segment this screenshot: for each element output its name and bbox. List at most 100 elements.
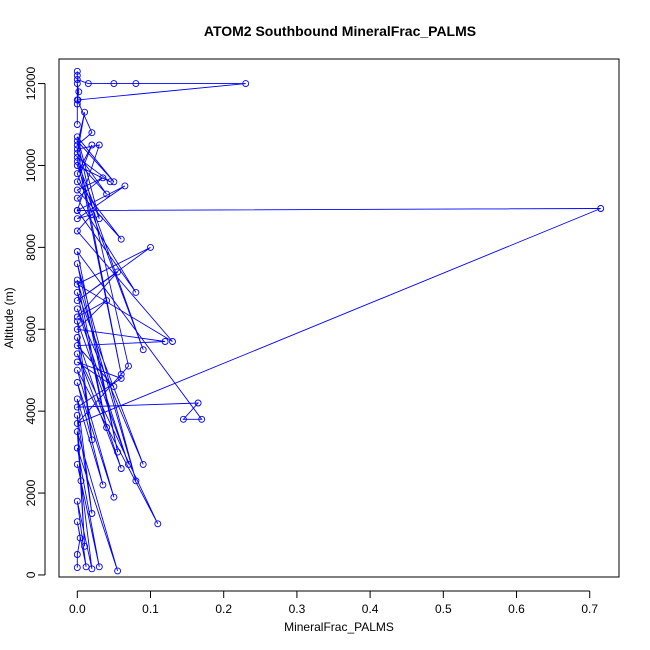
data-point xyxy=(73,460,81,468)
data-point xyxy=(597,205,605,212)
data-point xyxy=(73,280,81,288)
data-point xyxy=(132,80,140,88)
data-point xyxy=(73,350,81,358)
data-point xyxy=(110,493,118,501)
data-point xyxy=(103,297,111,305)
data-point xyxy=(73,194,81,202)
data-point xyxy=(139,346,147,354)
data-point xyxy=(125,460,132,468)
data-point xyxy=(114,448,122,456)
data-point xyxy=(95,563,103,571)
x-tick-label: 0.5 xyxy=(435,602,452,616)
data-point xyxy=(103,424,111,431)
x-tick-label: 0.4 xyxy=(362,602,379,616)
data-point xyxy=(88,510,96,517)
data-point xyxy=(88,436,96,444)
x-tick-label: 0.2 xyxy=(215,602,232,616)
data-point xyxy=(88,141,96,149)
y-tick-label: 8000 xyxy=(24,234,38,261)
data-point xyxy=(103,190,111,198)
data-point xyxy=(198,415,206,423)
data-point xyxy=(73,133,81,141)
data-point xyxy=(73,121,81,128)
data-point xyxy=(73,317,81,325)
data-point xyxy=(73,141,81,149)
data-point xyxy=(73,137,81,145)
data-point xyxy=(73,497,81,505)
data-point xyxy=(73,145,81,153)
data-point xyxy=(73,419,81,427)
data-point xyxy=(73,366,81,374)
data-point xyxy=(242,80,250,88)
data-point xyxy=(73,100,81,108)
y-tick-label: 4000 xyxy=(24,397,38,424)
data-point xyxy=(73,342,81,350)
data-point xyxy=(73,325,81,333)
x-tick-label: 0.1 xyxy=(142,602,159,616)
data-point xyxy=(73,149,81,157)
data-point xyxy=(117,465,125,472)
y-tick-label: 6000 xyxy=(24,316,38,343)
data-point xyxy=(110,383,118,391)
data-point xyxy=(73,71,81,79)
data-point xyxy=(74,96,82,104)
data-point xyxy=(88,211,96,219)
data-point xyxy=(73,162,81,169)
data-point xyxy=(73,260,81,268)
data-point xyxy=(117,374,125,382)
x-tick-label: 0.3 xyxy=(289,602,306,616)
data-point xyxy=(73,334,81,341)
data-point xyxy=(73,518,81,526)
data-point xyxy=(73,379,81,386)
y-tick-label: 12000 xyxy=(24,67,38,101)
data-point xyxy=(73,248,81,255)
data-point xyxy=(81,108,89,116)
data-point xyxy=(73,444,81,452)
data-point xyxy=(73,297,81,305)
data-point xyxy=(117,370,125,378)
data-point xyxy=(154,520,162,528)
data-point xyxy=(73,80,81,88)
data-point xyxy=(75,88,83,96)
data-point xyxy=(132,288,140,296)
data-point xyxy=(114,268,122,276)
data-point xyxy=(88,565,96,573)
x-tick-label: 0.6 xyxy=(508,602,525,616)
data-point xyxy=(73,313,81,321)
data-point xyxy=(73,358,81,366)
chart-title: ATOM2 Southbound MineralFrac_PALMS xyxy=(204,23,476,39)
data-point xyxy=(73,395,81,403)
data-point xyxy=(117,235,125,243)
data-point xyxy=(169,338,176,345)
data-point xyxy=(110,178,118,186)
data-point xyxy=(95,215,103,223)
data-point xyxy=(73,76,81,83)
data-point xyxy=(73,411,81,419)
data-point xyxy=(161,338,169,345)
data-point xyxy=(194,399,202,407)
plot-area-frame xyxy=(58,58,620,578)
data-point xyxy=(73,428,81,436)
data-point xyxy=(106,178,114,186)
data-point xyxy=(73,276,81,284)
data-point xyxy=(73,305,81,313)
y-axis: 0 2000 4000 6000 8000 10000 12000 xyxy=(24,67,46,578)
x-tick-label: 0.0 xyxy=(69,602,86,616)
x-tick-label: 0.7 xyxy=(581,602,598,616)
series-layer xyxy=(73,67,605,575)
data-point xyxy=(139,460,147,468)
data-point xyxy=(73,157,81,165)
data-point xyxy=(81,542,89,550)
data-point xyxy=(73,207,81,214)
data-point xyxy=(114,567,122,575)
y-tick-label: 0 xyxy=(24,571,38,578)
data-point xyxy=(77,477,85,485)
data-point xyxy=(73,288,81,296)
data-point xyxy=(76,534,84,542)
data-point xyxy=(73,551,81,558)
data-point xyxy=(73,67,81,75)
data-point xyxy=(147,243,154,251)
data-point xyxy=(88,129,96,137)
data-point xyxy=(73,153,81,161)
